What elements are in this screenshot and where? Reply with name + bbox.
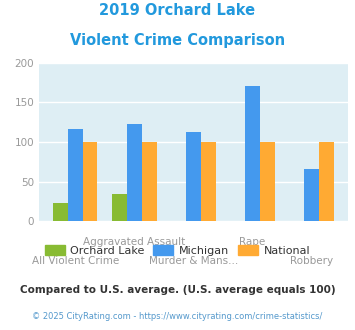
Bar (304, 169, 319, 221)
Text: All Violent Crime: All Violent Crime (32, 256, 119, 266)
Text: Violent Crime Comparison: Violent Crime Comparison (70, 33, 285, 48)
Legend: Orchard Lake, Michigan, National: Orchard Lake, Michigan, National (40, 241, 315, 260)
Text: Murder & Mans...: Murder & Mans... (149, 256, 238, 266)
Text: 2019 Orchard Lake: 2019 Orchard Lake (99, 3, 256, 18)
Bar (245, 86, 260, 221)
Text: © 2025 CityRating.com - https://www.cityrating.com/crime-statistics/: © 2025 CityRating.com - https://www.city… (32, 312, 323, 321)
Bar (186, 132, 201, 221)
Bar (201, 142, 215, 221)
Bar (83, 142, 97, 221)
Text: Rape: Rape (240, 237, 266, 247)
Bar (260, 142, 275, 221)
Bar (142, 142, 157, 221)
Bar (53, 203, 68, 221)
Bar (68, 129, 83, 221)
Text: Compared to U.S. average. (U.S. average equals 100): Compared to U.S. average. (U.S. average … (20, 285, 335, 295)
Bar (319, 142, 334, 221)
Text: Aggravated Assault: Aggravated Assault (83, 237, 186, 247)
Bar (112, 194, 127, 221)
Bar (127, 124, 142, 221)
Text: Robbery: Robbery (290, 256, 333, 266)
